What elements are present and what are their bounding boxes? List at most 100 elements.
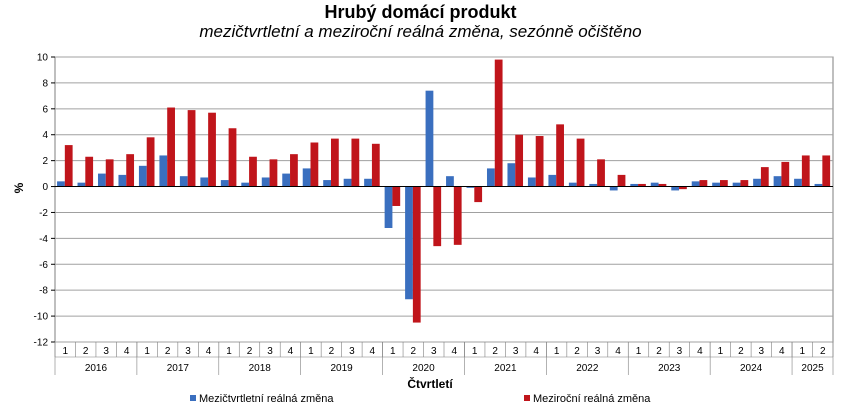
quarter-label: 4 <box>124 346 130 357</box>
bar-yearly <box>351 138 360 187</box>
bar-quarterly <box>814 183 823 187</box>
quarter-label: 2 <box>247 346 253 357</box>
bar-yearly <box>453 186 462 245</box>
bar-yearly <box>740 180 749 187</box>
quarter-label: 1 <box>144 346 150 357</box>
bar-quarterly <box>609 186 618 191</box>
quarter-label: 3 <box>103 346 109 357</box>
bar-quarterly <box>282 173 291 187</box>
bar-quarterly <box>138 165 147 187</box>
bar-quarterly <box>794 178 802 187</box>
plot-frame <box>54 56 834 343</box>
quarter-label: 2 <box>83 346 89 357</box>
y-tick-label: 6 <box>42 104 48 115</box>
bar-quarterly <box>323 180 331 187</box>
y-tick-label: 8 <box>42 78 48 89</box>
quarter-label: 3 <box>677 346 683 357</box>
bar-yearly <box>699 180 708 187</box>
y-tick-label: 0 <box>42 182 48 193</box>
bar-yearly <box>494 59 503 187</box>
quarter-label: 1 <box>472 346 478 357</box>
bar-quarterly <box>527 177 536 187</box>
bar-yearly <box>760 167 769 187</box>
year-label: 2024 <box>740 363 763 374</box>
quarter-label: 4 <box>451 346 457 357</box>
bar-yearly <box>556 124 564 187</box>
bar-quarterly <box>57 181 65 187</box>
bar-yearly <box>801 155 810 187</box>
y-tick-label: -2 <box>39 208 48 219</box>
bar-quarterly <box>630 183 639 187</box>
year-label: 2022 <box>576 363 599 374</box>
bar-quarterly <box>241 182 250 187</box>
bar-quarterly <box>548 174 557 187</box>
bar-yearly <box>126 154 135 187</box>
quarter-label: 4 <box>370 346 376 357</box>
bar-yearly <box>310 142 319 187</box>
quarter-label: 2 <box>574 346 580 357</box>
bar-yearly <box>597 159 605 187</box>
bar-yearly <box>64 145 73 187</box>
bar-yearly <box>679 186 687 190</box>
quarter-label: 2 <box>820 346 826 357</box>
bar-yearly <box>617 174 626 187</box>
y-axis-label: % <box>12 182 26 193</box>
bar-yearly <box>228 128 237 187</box>
bar-yearly <box>474 186 483 203</box>
bar-quarterly <box>77 182 86 187</box>
bar-yearly <box>658 183 667 187</box>
bar-quarterly <box>425 90 434 187</box>
y-tick-label: -6 <box>39 260 48 271</box>
y-tick-label: -12 <box>34 338 49 349</box>
bar-yearly <box>187 110 196 187</box>
year-label: 2017 <box>167 363 190 374</box>
quarter-label: 1 <box>62 346 68 357</box>
quarter-label: 4 <box>697 346 703 357</box>
quarter-label: 1 <box>390 346 396 357</box>
bar-quarterly <box>446 176 454 187</box>
quarter-label: 2 <box>329 346 335 357</box>
bar-quarterly <box>343 178 352 187</box>
y-tick-label: 10 <box>37 53 49 64</box>
bar-quarterly <box>179 176 188 187</box>
bar-quarterly <box>773 176 782 187</box>
bar-quarterly <box>97 173 106 187</box>
legend-swatch <box>524 395 530 401</box>
bar-quarterly <box>466 186 475 188</box>
bar-yearly <box>433 186 442 247</box>
bar-yearly <box>822 155 831 187</box>
bar-quarterly <box>712 182 720 187</box>
bar-yearly <box>208 112 216 187</box>
bar-yearly <box>515 134 524 187</box>
bar-yearly <box>249 156 257 187</box>
year-label: 2020 <box>412 363 435 374</box>
bar-yearly <box>392 186 401 206</box>
quarter-label: 4 <box>615 346 621 357</box>
legend-swatch <box>190 395 196 401</box>
bar-quarterly <box>405 186 413 300</box>
quarter-label: 1 <box>800 346 806 357</box>
quarter-label: 3 <box>759 346 765 357</box>
year-label: 2021 <box>494 363 517 374</box>
quarter-label: 2 <box>411 346 417 357</box>
bar-quarterly <box>200 177 209 187</box>
year-label: 2016 <box>85 363 108 374</box>
quarter-label: 3 <box>513 346 519 357</box>
quarter-label: 2 <box>738 346 744 357</box>
quarter-label: 1 <box>636 346 642 357</box>
bar-quarterly <box>691 181 700 187</box>
bar-quarterly <box>753 178 761 187</box>
quarter-label: 4 <box>533 346 539 357</box>
bar-quarterly <box>220 180 229 187</box>
bar-quarterly <box>671 186 680 191</box>
bar-yearly <box>576 138 585 187</box>
bar-yearly <box>781 161 790 187</box>
bar-yearly <box>330 138 339 187</box>
bar-yearly <box>535 136 544 187</box>
quarter-label: 3 <box>349 346 355 357</box>
quarter-label: 3 <box>431 346 437 357</box>
quarter-label: 1 <box>308 346 314 357</box>
bar-yearly <box>146 137 155 187</box>
